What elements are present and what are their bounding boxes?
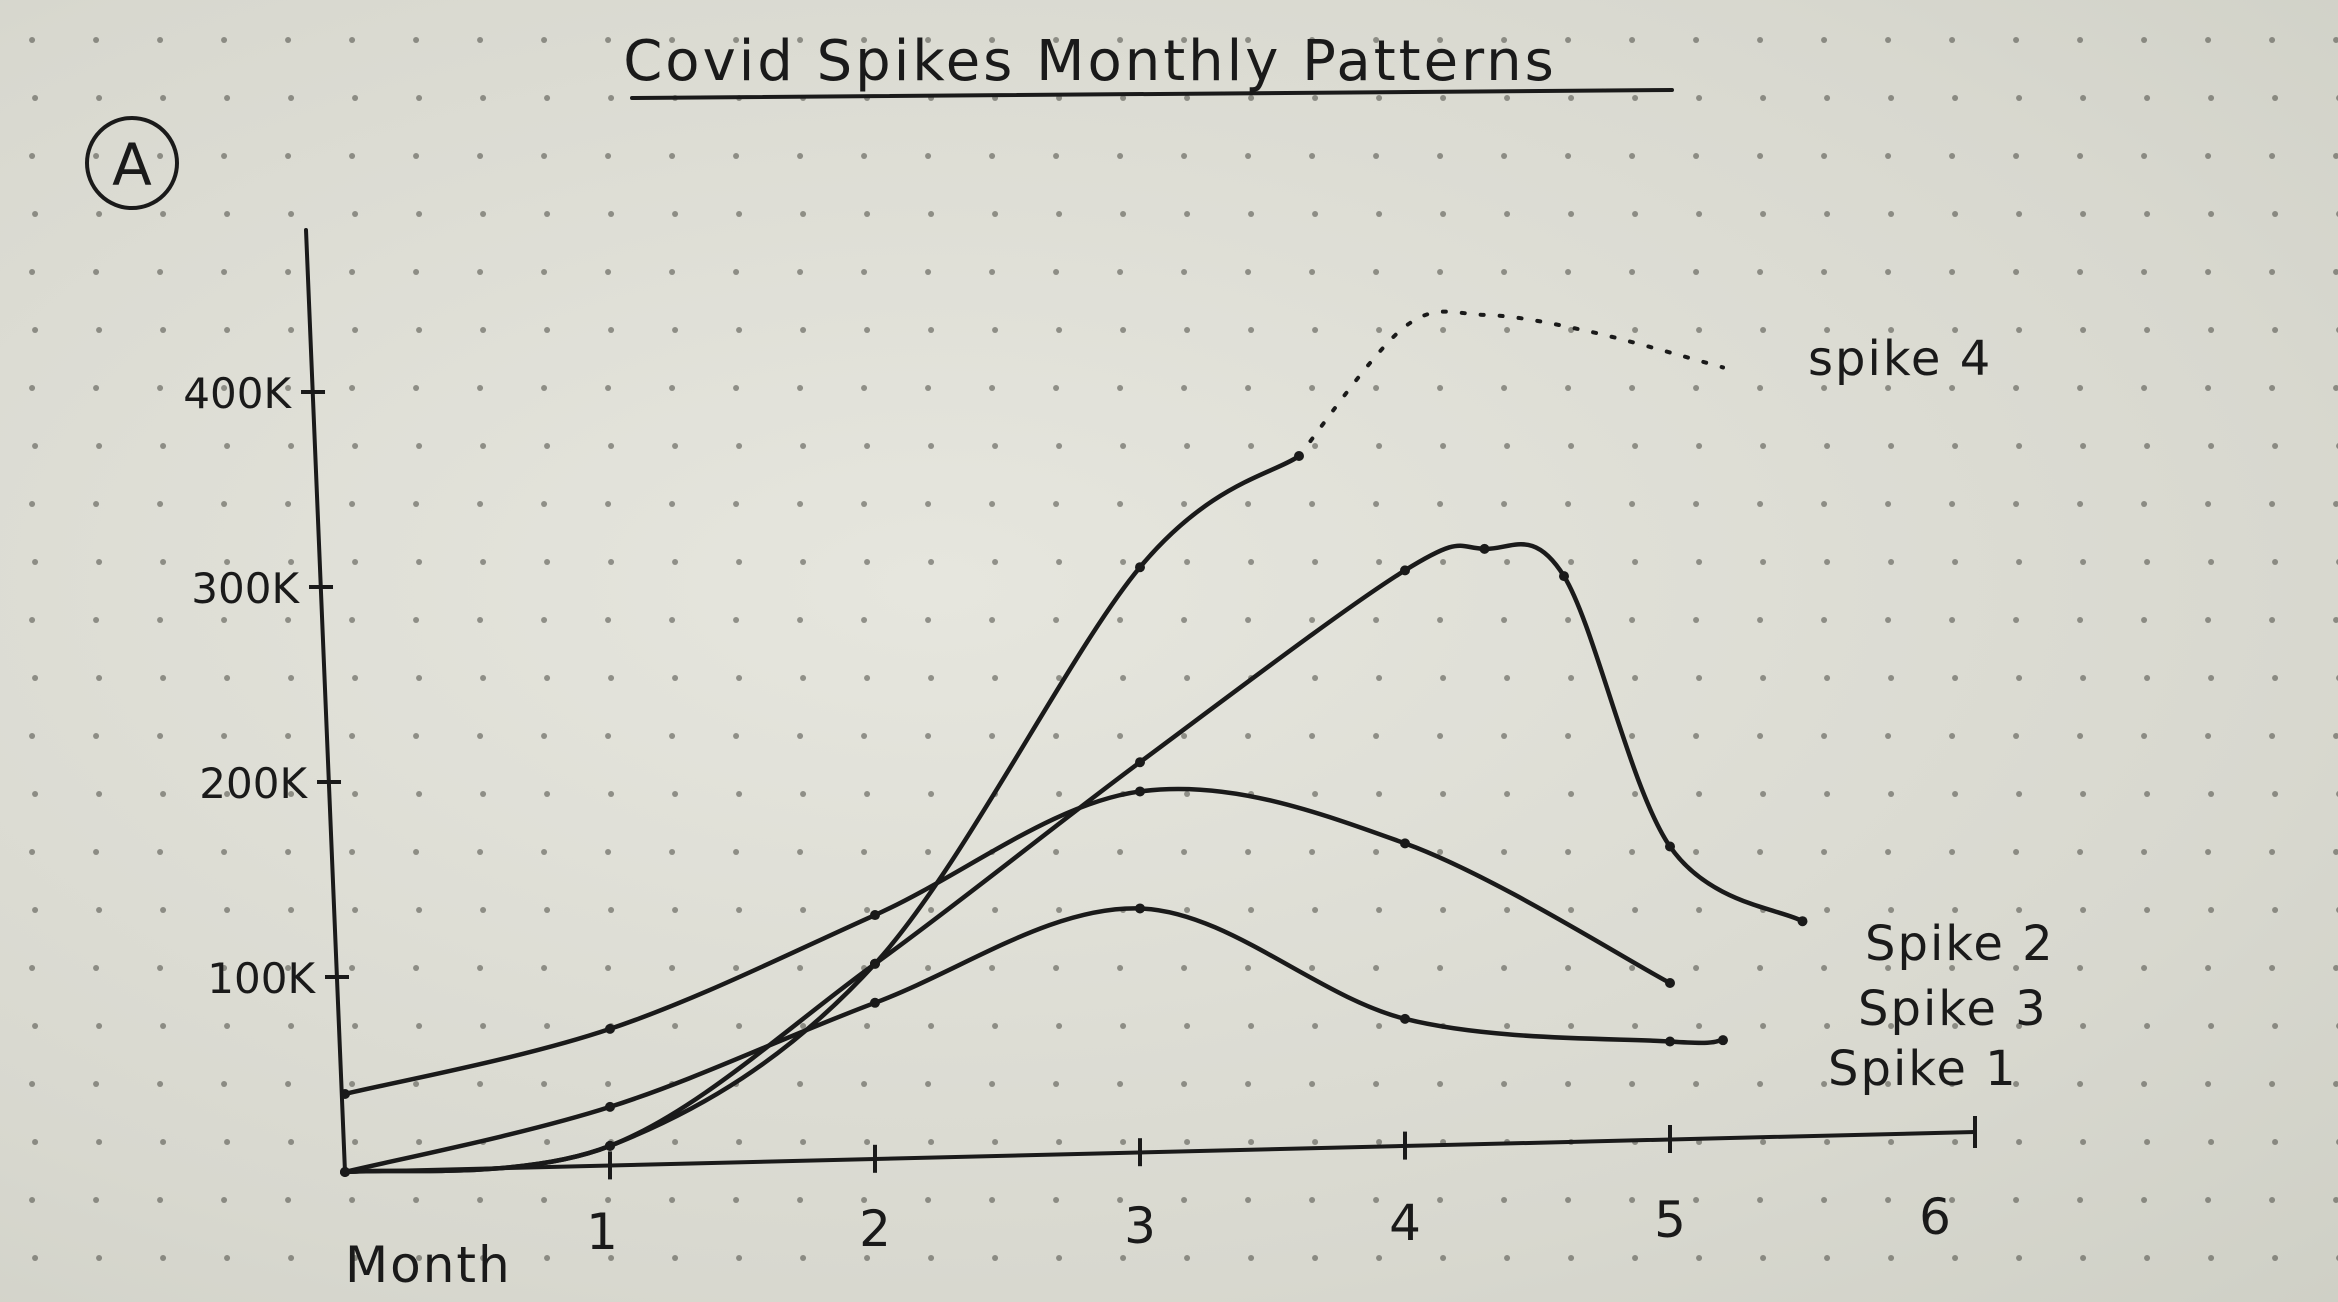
data-point bbox=[1135, 903, 1145, 914]
x-axis-label: Month bbox=[345, 1236, 512, 1294]
data-point bbox=[1665, 841, 1675, 852]
data-point bbox=[870, 910, 880, 921]
x-tick-label: 2 bbox=[859, 1200, 891, 1258]
x-tick-label: 3 bbox=[1124, 1197, 1156, 1255]
title-underline bbox=[630, 88, 1674, 100]
series-line bbox=[342, 542, 1805, 1175]
data-point bbox=[1400, 565, 1410, 576]
data-point bbox=[1135, 757, 1145, 768]
data-point bbox=[605, 1101, 615, 1112]
data-point bbox=[1135, 562, 1145, 573]
chart-title: Covid Spikes Monthly Patterns bbox=[623, 29, 1557, 94]
series-labels: Spike 1 Spike 2 Spike 3 spike 4 bbox=[1808, 331, 2055, 1097]
x-axis bbox=[343, 1130, 1977, 1174]
y-tick-label: 400K bbox=[183, 369, 292, 418]
x-tick-label: 6 bbox=[1919, 1188, 1951, 1246]
badge-label: A bbox=[112, 131, 152, 199]
series-label: spike 4 bbox=[1808, 331, 1992, 387]
series-label: Spike 2 bbox=[1865, 916, 2055, 972]
series-line bbox=[1297, 309, 1725, 458]
data-point bbox=[605, 1140, 615, 1151]
y-ticks: 100K 200K 300K 400K bbox=[183, 369, 350, 1003]
data-point bbox=[1400, 1013, 1410, 1024]
data-point bbox=[1665, 1036, 1675, 1047]
badge: A bbox=[85, 116, 179, 210]
series-line bbox=[342, 906, 1726, 1175]
y-tick-label: 100K bbox=[207, 954, 316, 1003]
series-label: Spike 3 bbox=[1858, 981, 2048, 1037]
data-point bbox=[1479, 543, 1490, 554]
y-axis bbox=[304, 228, 347, 1174]
y-tick-label: 300K bbox=[191, 564, 300, 613]
series-line bbox=[342, 786, 1673, 1097]
data-point bbox=[1135, 786, 1145, 797]
x-tick-label: 5 bbox=[1654, 1191, 1686, 1249]
x-ticks: 1 2 3 4 5 6 bbox=[586, 1116, 1977, 1261]
data-point bbox=[870, 997, 880, 1008]
x-tick-label: 4 bbox=[1389, 1194, 1421, 1252]
dot-grid bbox=[29, 37, 2338, 1261]
series-lines bbox=[340, 309, 1808, 1177]
data-point bbox=[870, 958, 880, 969]
data-point bbox=[1665, 978, 1675, 988]
x-tick-label: 1 bbox=[586, 1203, 618, 1261]
data-point bbox=[340, 1167, 350, 1177]
data-point bbox=[1718, 1035, 1728, 1046]
data-point bbox=[605, 1023, 615, 1034]
data-point bbox=[340, 1089, 350, 1099]
data-point bbox=[1797, 916, 1808, 927]
data-point bbox=[1559, 571, 1569, 582]
series-label: Spike 1 bbox=[1828, 1041, 2018, 1097]
data-point bbox=[1400, 838, 1410, 849]
y-tick-label: 200K bbox=[199, 759, 308, 808]
